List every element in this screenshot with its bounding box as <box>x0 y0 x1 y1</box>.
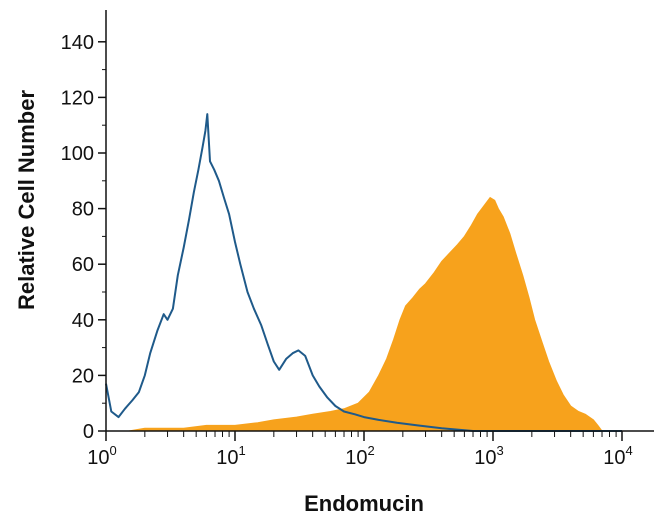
x-axis-label: Endomucin <box>304 491 424 516</box>
y-tick-label: 80 <box>72 199 94 221</box>
y-axis-label: Relative Cell Number <box>14 90 39 311</box>
x-tick-label: 104 <box>603 443 632 469</box>
series-fills <box>106 196 603 432</box>
x-tick-label: 102 <box>345 443 374 469</box>
y-tick-label: 120 <box>61 87 94 109</box>
y-tick-label: 60 <box>72 254 94 276</box>
series-2-line <box>105 113 622 432</box>
y-tick-label: 0 <box>83 421 94 443</box>
series-1-area <box>106 196 603 432</box>
x-tick-label: 100 <box>87 443 116 469</box>
x-tick-label: 103 <box>474 443 503 469</box>
y-tick-label: 100 <box>61 143 94 165</box>
y-ticks: 0 20 40 60 80 100 120 140 <box>61 32 106 443</box>
y-tick-label: 40 <box>72 310 94 332</box>
x-tick-label: 101 <box>216 443 245 469</box>
y-tick-label: 20 <box>72 365 94 387</box>
y-tick-label: 140 <box>61 32 94 54</box>
x-ticks: 100 101 102 103 104 <box>87 431 633 469</box>
series-lines <box>105 113 622 432</box>
